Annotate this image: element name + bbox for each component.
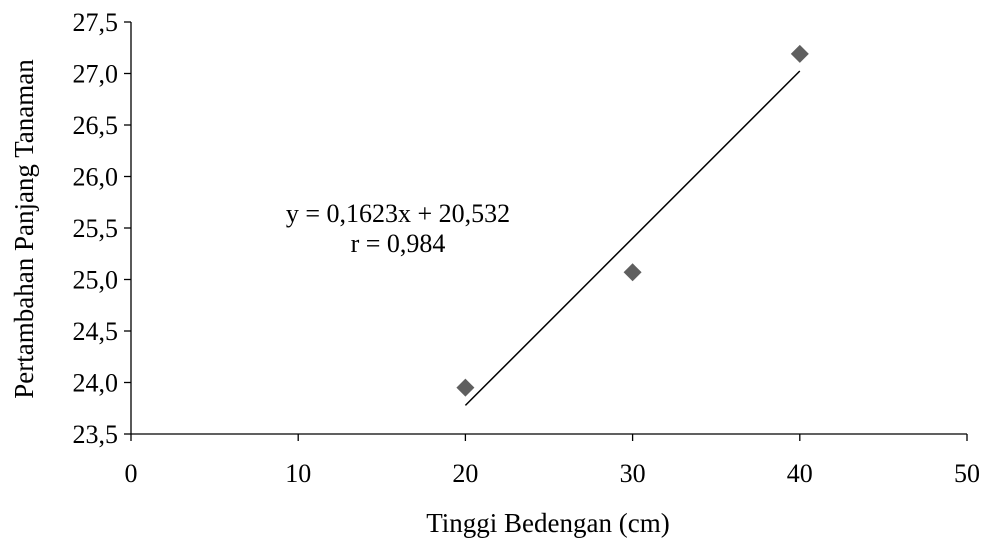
x-tick-label: 20 [452,459,478,488]
plot-area: 23,5 24,0 24,5 25,0 25,5 26,0 26,5 27,0 27,5 0 10… [73,8,981,488]
x-tick-label: 10 [285,459,311,488]
equation-annotation: y = 0,1623x + 20,532 [286,199,510,228]
y-tick-label: 27,5 [73,8,119,37]
x-axis-title: Tinggi Bedengan (cm) [426,508,669,538]
y-axis-ticks: 23,5 24,0 24,5 25,0 25,5 26,0 26,5 27,0 27,5 [73,8,131,449]
x-tick-label: 30 [620,459,646,488]
x-tick-label: 0 [125,459,138,488]
data-point [790,44,809,63]
y-tick-label: 23,5 [73,420,119,449]
y-tick-label: 25,5 [73,214,119,243]
y-tick-label: 24,0 [73,369,119,398]
x-axis-ticks: 0 10 20 30 40 50 [125,434,980,488]
y-tick-label: 26,5 [73,111,119,140]
y-tick-label: 24,5 [73,317,119,346]
trendline [464,70,801,406]
data-point [623,263,642,282]
x-tick-label: 40 [787,459,813,488]
r-value-annotation: r = 0,984 [351,229,446,258]
data-points [456,44,809,397]
y-tick-label: 25,0 [73,266,119,295]
y-tick-label: 27,0 [73,60,119,89]
x-tick-label: 50 [954,459,980,488]
data-point [456,378,475,397]
y-axis-title: Pertambahan Panjang Tanaman [9,59,39,399]
y-tick-label: 26,0 [73,163,119,192]
